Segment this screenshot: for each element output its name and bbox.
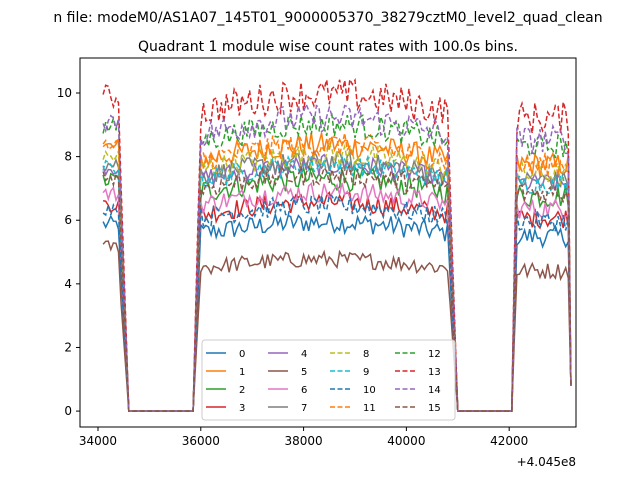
legend-label-2: 2 — [239, 385, 245, 396]
legend-label-14: 14 — [428, 385, 441, 396]
legend-label-8: 8 — [363, 349, 369, 360]
legend-label-5: 5 — [301, 367, 307, 378]
legend-label-1: 1 — [239, 367, 245, 378]
y-tick-label: 8 — [64, 150, 72, 164]
legend-label-0: 0 — [239, 349, 245, 360]
x-tick-label: 42000 — [490, 434, 528, 448]
legend-label-15: 15 — [428, 403, 441, 414]
legend-label-3: 3 — [239, 403, 245, 414]
y-axis: 0 2 4 6 8 10 — [57, 86, 80, 418]
series-layer — [102, 77, 572, 412]
legend-label-11: 11 — [363, 403, 376, 414]
x-tick-label: 40000 — [387, 434, 425, 448]
legend-label-7: 7 — [301, 403, 307, 414]
x-tick-label: 36000 — [182, 434, 220, 448]
legend-label-13: 13 — [428, 367, 441, 378]
legend-label-6: 6 — [301, 385, 307, 396]
legend-label-12: 12 — [428, 349, 441, 360]
legend-label-4: 4 — [301, 349, 307, 360]
series-line-15 — [102, 163, 572, 412]
legend-label-9: 9 — [363, 367, 369, 378]
y-tick-label: 0 — [64, 404, 72, 418]
x-tick-label: 34000 — [79, 434, 117, 448]
legend-box — [201, 339, 456, 421]
y-tick-label: 10 — [57, 86, 72, 100]
axes-frame — [79, 57, 577, 428]
y-tick-label: 4 — [64, 277, 72, 291]
legend-label-10: 10 — [363, 385, 376, 396]
x-tick-label: 38000 — [284, 434, 322, 448]
chart-title: Quadrant 1 module wise count rates with … — [138, 39, 518, 55]
figure-suptitle: n file: modeM0/AS1A07_145T01_9000005370_… — [53, 10, 602, 26]
y-tick-label: 6 — [64, 213, 72, 227]
x-axis: 34000 36000 38000 40000 42000 — [79, 427, 528, 448]
x-offset-label: +4.045e8 — [517, 455, 576, 469]
y-tick-label: 2 — [64, 340, 72, 354]
